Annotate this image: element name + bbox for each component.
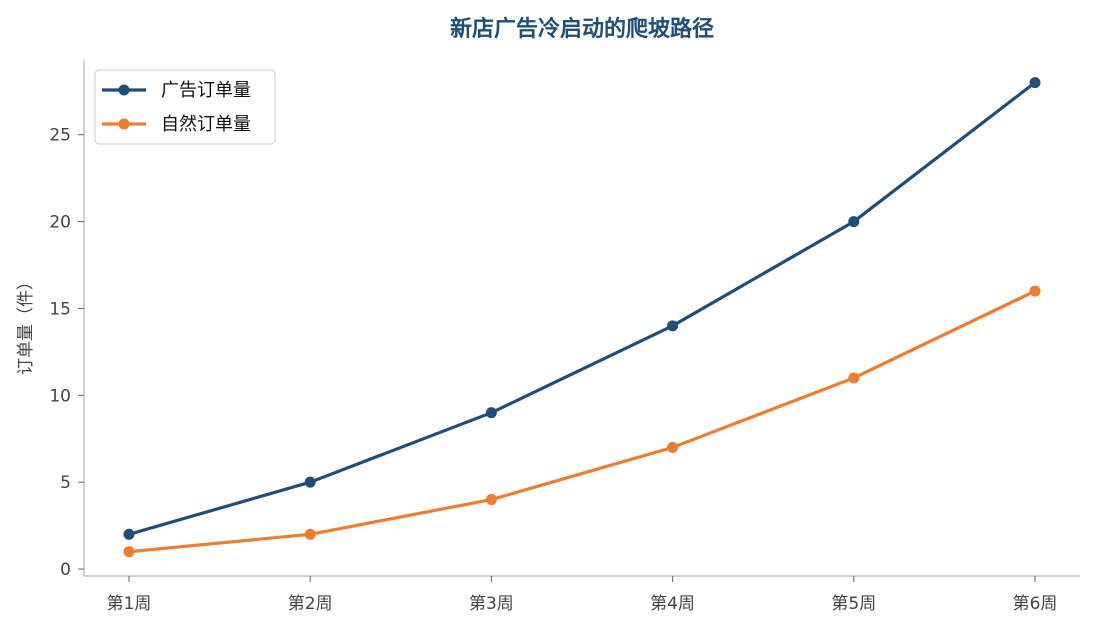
x-tick-label: 第4周 (650, 594, 695, 614)
series-2 (123, 285, 1041, 558)
y-tick-label: 20 (49, 213, 71, 233)
legend-marker (118, 84, 130, 96)
legend-marker (118, 118, 130, 130)
data-point (667, 441, 679, 453)
legend-label: 自然订单量 (161, 114, 251, 135)
y-tick-label: 25 (49, 126, 71, 146)
data-point (123, 546, 135, 558)
data-point (1029, 77, 1041, 89)
data-point (304, 528, 316, 540)
axes (83, 60, 1080, 577)
data-point (485, 494, 497, 506)
legend-label: 广告订单量 (161, 80, 251, 101)
y-axis-label: 订单量（件） (16, 273, 36, 375)
y-axis-ticks: 0 5 10 15 20 25 (49, 126, 84, 580)
series-line (127, 80, 1037, 536)
y-tick-label: 5 (60, 473, 71, 493)
data-point (848, 216, 860, 228)
x-tick-label: 第2周 (288, 594, 333, 614)
x-axis-ticks: 第1周 第2周 第3周 第4周 第5周 第6周 (107, 576, 1058, 614)
x-tick-label: 第6周 (1013, 594, 1058, 614)
series-group (123, 77, 1041, 558)
data-point (848, 372, 860, 384)
legend-item: 自然订单量 (102, 114, 251, 135)
data-point (667, 320, 679, 332)
chart-title: 新店广告冷启动的爬坡路径 (450, 16, 714, 42)
data-point (485, 407, 497, 419)
x-tick-label: 第1周 (107, 594, 152, 614)
data-point (304, 476, 316, 488)
series-line (127, 289, 1037, 554)
legend-item: 广告订单量 (102, 80, 251, 101)
data-point (123, 528, 135, 540)
series-1 (123, 77, 1041, 540)
x-tick-label: 第5周 (831, 594, 876, 614)
y-tick-label: 10 (49, 386, 71, 406)
y-tick-label: 15 (49, 299, 71, 319)
x-tick-label: 第3周 (469, 594, 514, 614)
y-tick-label: 0 (60, 560, 71, 580)
data-point (1029, 285, 1041, 297)
